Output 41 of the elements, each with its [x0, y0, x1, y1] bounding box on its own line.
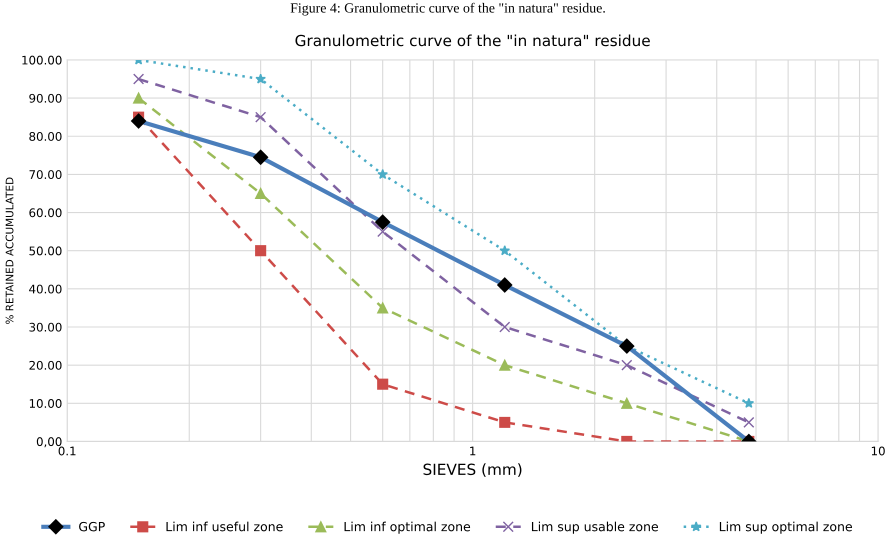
y-tick-label: 90.00 — [29, 94, 62, 103]
x-tick-label: 10 — [872, 446, 885, 456]
y-tick-label: 100.00 — [22, 56, 62, 65]
y-tick-label: 10.00 — [30, 399, 62, 408]
point — [255, 112, 266, 123]
legend-label: Lim inf optimal zone — [344, 522, 470, 534]
point — [133, 73, 144, 85]
y-tick-label: 60.00 — [29, 208, 62, 218]
point — [255, 188, 266, 200]
x-tick-label: 1 — [470, 446, 476, 456]
y-tick-label: 80.00 — [29, 132, 62, 141]
legend-label: Lim inf useful zone — [166, 522, 283, 532]
y-tick-label: 30.00 — [29, 322, 62, 332]
legend-label: Lim sup usable zone — [532, 522, 658, 534]
x-tick-label: 0.1 — [58, 446, 76, 456]
point — [499, 321, 510, 333]
point — [499, 416, 510, 428]
y-tick-label: 40.00 — [29, 284, 62, 294]
y-tick-label: 50.00 — [29, 246, 62, 256]
point — [744, 398, 754, 408]
point — [255, 73, 266, 84]
point — [133, 92, 144, 104]
legend-label: Lim sup optimal zone — [720, 522, 852, 534]
point — [255, 245, 266, 256]
point — [743, 416, 754, 428]
point — [621, 398, 632, 409]
point — [377, 226, 388, 238]
caption: Figure 4: Granulometric curve of the "in natura" residue. — [290, 2, 605, 16]
y-tick-label: 20.00 — [29, 360, 62, 370]
x-axis-title: SIEVES (mm) — [424, 463, 522, 477]
point — [621, 360, 632, 371]
chart-title: Granulometric curve of the "in natura" residue — [295, 34, 650, 46]
point — [499, 360, 510, 371]
point — [377, 378, 388, 390]
y-axis-title: % RETAINED ACCUMULATED — [6, 178, 14, 324]
point — [377, 302, 388, 314]
y-tick-label: 0,00 — [36, 437, 62, 448]
point — [377, 168, 388, 180]
legend-label: GGP — [79, 522, 105, 532]
y-tick-label: 70.00 — [30, 170, 62, 180]
point — [499, 245, 510, 256]
